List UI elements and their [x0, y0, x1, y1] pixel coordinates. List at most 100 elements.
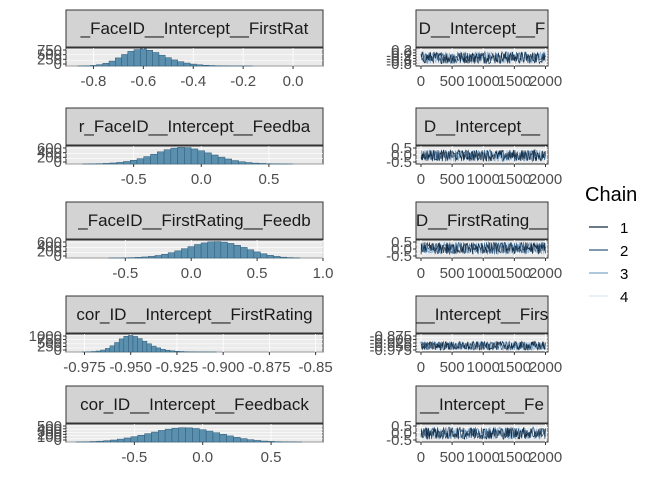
histogram-bar: [192, 428, 200, 443]
y-tick-label: 0.5: [391, 234, 412, 251]
histogram-bar: [115, 57, 122, 67]
histogram-bar: [139, 48, 147, 67]
strip-background: [65, 9, 324, 48]
x-tick-label: -0.5: [121, 171, 147, 188]
x-tick-label: -0.975: [63, 359, 106, 376]
histogram-bar: [266, 255, 274, 259]
x-tick-label: 0.0: [192, 449, 213, 466]
strip-background: [415, 201, 549, 240]
y-tick-label: 0.2: [391, 42, 412, 59]
strip-background: [415, 9, 549, 48]
y-tick-label: 600: [37, 234, 62, 251]
trace-line-chain-2: [420, 426, 546, 440]
x-tick-label: 1500: [498, 359, 531, 376]
histogram-bar: [226, 435, 234, 443]
trace-line-chain-1: [420, 426, 546, 441]
strip-title: D__FirstRating__: [416, 211, 549, 230]
x-tick-label: 500: [440, 449, 465, 466]
x-tick-label: -0.925: [156, 359, 199, 376]
histogram-bar: [233, 245, 241, 259]
x-tick-label: -0.900: [202, 359, 245, 376]
x-tick-label: 0: [417, 73, 425, 90]
strip-background: [65, 385, 324, 424]
legend-title: Chain: [585, 184, 637, 206]
histogram-bar: [253, 440, 262, 443]
histogram-bar: [102, 163, 111, 165]
histogram-bar: [244, 162, 253, 165]
histogram-bar: [164, 428, 173, 443]
x-tick-label: 1500: [498, 449, 531, 466]
histogram-bar: [128, 335, 134, 353]
x-tick-label: -0.6: [130, 73, 156, 90]
strip-title: __Intercept__Firs: [415, 305, 548, 324]
y-tick-label: 0.0: [391, 425, 412, 442]
x-tick-label: 1000: [467, 73, 500, 90]
x-tick-label: 1500: [498, 73, 531, 90]
histogram-bar: [148, 256, 156, 259]
strip-title: __Intercept__Fe: [419, 395, 544, 414]
histogram-bar: [116, 162, 124, 165]
y-tick-label: -0.5: [386, 432, 412, 449]
y-tick-label: 0.5: [391, 140, 412, 157]
histogram-bar: [151, 431, 159, 443]
histogram-bar: [185, 427, 193, 443]
y-tick-label: -0.5: [386, 154, 412, 171]
histogram-bar: [171, 427, 180, 443]
histogram-bar: [233, 437, 241, 443]
x-tick-label: -0.8: [81, 73, 107, 90]
y-tick-label: 200: [37, 243, 62, 260]
histogram-bar: [174, 350, 180, 353]
x-tick-label: -0.4: [180, 73, 206, 90]
histogram-bar: [205, 430, 214, 443]
histogram-bar: [163, 149, 172, 165]
histogram-bar: [142, 340, 148, 353]
histogram-bar: [187, 246, 195, 259]
panel-7: cor_ID__Intercept__FirstRating-0.975 -0.9…: [29, 295, 333, 376]
histogram-bar: [102, 63, 110, 67]
histogram-bar: [177, 61, 185, 67]
histogram-bar: [258, 163, 266, 165]
y-tick-label: 100: [37, 429, 62, 446]
histogram-bar: [141, 256, 149, 259]
y-tick-label: 1000: [29, 328, 62, 345]
strip-background: [415, 385, 549, 424]
histogram-bar: [238, 161, 246, 165]
histogram-bar: [90, 65, 97, 67]
histogram-bar: [231, 160, 239, 165]
strip-title: cor_ID__Intercept__FirstRating: [76, 305, 312, 324]
histogram-bar: [158, 430, 166, 443]
histogram-bar: [246, 249, 255, 259]
strip-background: [415, 295, 549, 334]
x-tick-label: -0.950: [109, 359, 152, 376]
histogram-bar: [152, 52, 160, 67]
histogram-bar: [253, 251, 261, 259]
histogram-bar: [196, 64, 203, 67]
histogram-bar: [105, 348, 111, 353]
histogram-bar: [103, 440, 111, 443]
legend-label: 1: [620, 220, 628, 237]
histogram-bar: [260, 440, 268, 443]
y-tick-label: -0.875: [369, 328, 412, 345]
histogram-bar: [136, 158, 145, 165]
panel-3: r_FaceID__Intercept__Feedba -0.5 0.0 0.5 600…: [37, 107, 324, 188]
legend-label: 4: [620, 289, 628, 306]
histogram-bar: [137, 435, 145, 443]
histogram-bar: [279, 256, 288, 259]
histogram-bar: [123, 437, 132, 443]
x-tick-label: -0.2: [230, 73, 256, 90]
x-tick-label: 1.0: [313, 265, 334, 282]
histogram-bar: [123, 161, 131, 165]
histogram-bar: [150, 153, 158, 165]
histogram-bar: [267, 441, 275, 443]
y-tick-label: 400: [37, 421, 62, 438]
strip-title: r_FaceID__Intercept__Feedba: [79, 117, 311, 136]
histogram-bar: [121, 54, 129, 67]
x-tick-label: 0.0: [181, 265, 202, 282]
x-tick-label: 1500: [498, 171, 531, 188]
y-tick-label: -0.900: [369, 332, 412, 349]
histogram-bar: [194, 244, 202, 259]
histogram-bar: [132, 336, 138, 353]
histogram-bar: [169, 350, 175, 353]
strip-background: [65, 107, 324, 146]
